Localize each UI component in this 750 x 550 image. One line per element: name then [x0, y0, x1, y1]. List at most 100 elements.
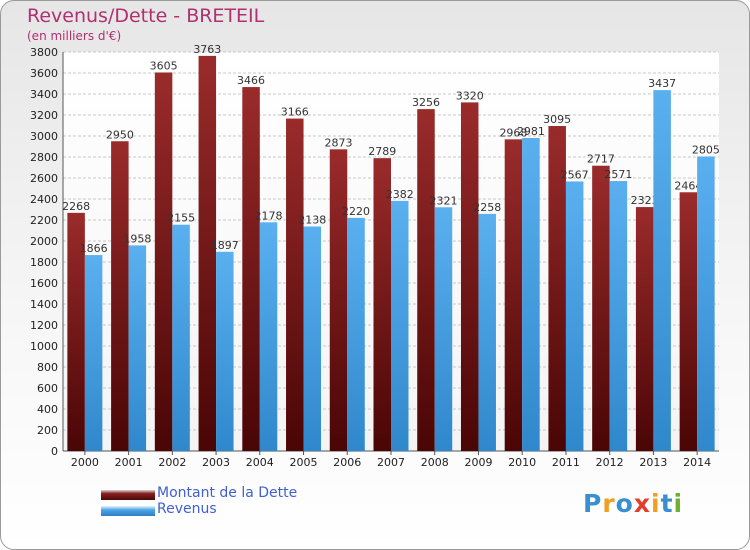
logo-letter: r [602, 489, 616, 518]
bar-dette [635, 207, 654, 451]
y-tick-label: 2800 [30, 151, 58, 164]
x-tick-label: 2008 [421, 456, 449, 469]
y-tick-label: 2400 [30, 193, 58, 206]
bar-dette [548, 126, 566, 452]
chart-title: Revenus/Dette - BRETEIL [27, 5, 265, 27]
x-tick-label: 2012 [596, 456, 624, 469]
data-label-dette: 3256 [412, 96, 440, 109]
legend-label-revenus: Revenus [157, 501, 217, 517]
data-label-revenus: 2567 [561, 168, 589, 181]
x-tick-label: 2002 [158, 456, 186, 469]
bar-dette [154, 72, 173, 451]
y-tick-label: 2000 [30, 235, 58, 248]
y-tick-label: 1800 [30, 256, 58, 269]
chart-subtitle: (en milliers d'€) [27, 29, 122, 43]
x-tick-label: 2000 [71, 456, 99, 469]
y-tick-label: 3200 [30, 109, 58, 122]
y-tick-label: 400 [37, 403, 58, 416]
data-label-revenus: 2571 [604, 168, 632, 181]
data-label-revenus: 2138 [298, 214, 326, 227]
bar-revenus [653, 90, 671, 452]
data-label-revenus: 2178 [255, 209, 283, 222]
y-tick-label: 2200 [30, 214, 58, 227]
x-tick-label: 2011 [552, 456, 580, 469]
data-label-dette: 3466 [237, 74, 265, 87]
bar-dette [286, 118, 304, 451]
data-label-revenus: 1897 [211, 239, 239, 252]
bar-revenus [216, 251, 234, 451]
data-label-dette: 2323 [631, 194, 659, 207]
logo-letter: t [660, 489, 674, 518]
y-tick-label: 1200 [30, 319, 58, 332]
x-tick-label: 2009 [464, 456, 492, 469]
data-label-revenus: 1958 [123, 232, 151, 245]
y-tick-label: 200 [37, 424, 58, 437]
logo-letter: P [583, 489, 603, 518]
bar-revenus [128, 245, 147, 451]
bar-revenus [303, 226, 322, 451]
logo-letter: i [651, 489, 661, 518]
y-tick-label: 1600 [30, 277, 58, 290]
data-label-dette: 3095 [543, 113, 571, 126]
bar-revenus [172, 224, 190, 451]
y-tick-label: 3800 [30, 46, 58, 59]
bar-dette [198, 55, 217, 451]
proxiti-logo: Proxiti [583, 489, 683, 518]
legend-swatch-dette [101, 490, 155, 500]
legend-label-dette: Montant de la Dette [157, 485, 298, 501]
data-label-dette: 2968 [499, 126, 527, 139]
bar-revenus [565, 181, 584, 451]
y-tick-label: 3000 [30, 130, 58, 143]
bar-dette [504, 139, 523, 452]
logo-letter: o [615, 489, 634, 518]
data-label-dette: 3605 [150, 59, 178, 72]
data-label-dette: 2464 [674, 179, 702, 192]
bar-dette [329, 149, 348, 451]
data-label-dette: 2268 [62, 200, 90, 213]
data-label-dette: 3763 [193, 43, 221, 56]
y-tick-label: 1000 [30, 340, 58, 353]
data-label-revenus: 3437 [648, 77, 676, 90]
bar-revenus [391, 200, 409, 451]
y-tick-label: 600 [37, 382, 58, 395]
x-tick-label: 2010 [508, 456, 536, 469]
x-tick-label: 2003 [202, 456, 230, 469]
bar-revenus [609, 181, 628, 452]
bar-revenus [347, 217, 365, 451]
x-tick-label: 2004 [246, 456, 274, 469]
bar-dette [373, 158, 391, 451]
data-label-revenus: 2155 [167, 212, 195, 225]
data-label-dette: 2789 [368, 145, 396, 158]
bar-revenus [434, 207, 453, 451]
x-tick-label: 2014 [683, 456, 711, 469]
data-label-dette: 2873 [325, 136, 353, 149]
bar-dette [679, 192, 698, 451]
bar-dette [242, 87, 260, 451]
y-tick-label: 0 [51, 445, 58, 458]
bar-revenus [84, 255, 103, 451]
data-label-revenus: 2258 [473, 201, 501, 214]
data-label-revenus: 2321 [429, 194, 457, 207]
bar-dette [111, 141, 129, 451]
x-tick-label: 2001 [115, 456, 143, 469]
data-label-revenus: 2981 [517, 125, 545, 138]
y-tick-label: 1400 [30, 298, 58, 311]
logo-letter: i [673, 489, 684, 518]
logo-letter: x [633, 489, 651, 518]
y-tick-label: 800 [37, 361, 58, 374]
bar-dette [460, 102, 479, 452]
data-label-revenus: 2805 [692, 143, 720, 156]
data-label-revenus: 1866 [80, 242, 108, 255]
bar-revenus [259, 222, 278, 451]
bar-revenus [522, 137, 540, 451]
x-tick-label: 2013 [639, 456, 667, 469]
y-tick-label: 2600 [30, 172, 58, 185]
data-label-revenus: 2220 [342, 205, 370, 218]
bar-revenus [697, 156, 715, 451]
data-label-dette: 2950 [106, 128, 134, 141]
y-tick-label: 3400 [30, 88, 58, 101]
x-tick-label: 2007 [377, 456, 405, 469]
x-tick-label: 2006 [333, 456, 361, 469]
